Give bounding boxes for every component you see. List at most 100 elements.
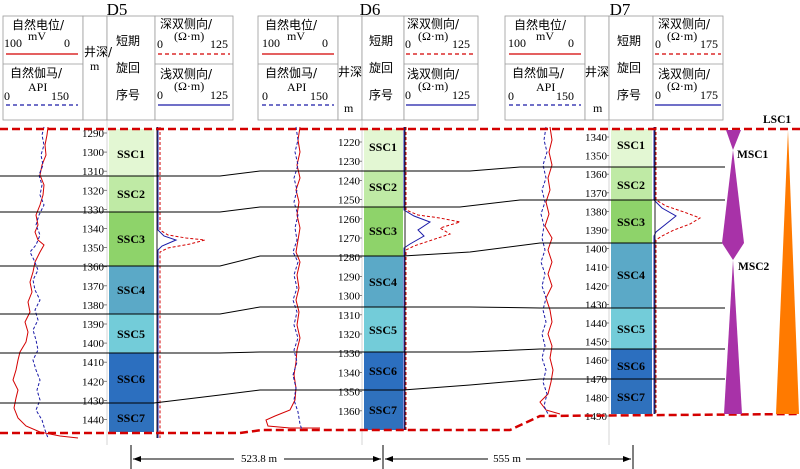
depth-tick-label: 1480 bbox=[585, 392, 608, 404]
deep-max-d7: 175 bbox=[700, 37, 718, 51]
ssc1-label-d7: SSC1 bbox=[617, 138, 645, 152]
gr-curve-d6 bbox=[292, 126, 303, 431]
depth-tick-label: 1410 bbox=[82, 357, 105, 369]
ssc4-block-d6 bbox=[364, 256, 403, 307]
lsc-triangle bbox=[776, 130, 799, 414]
ssc6-block-d6 bbox=[364, 352, 403, 390]
gr-unit-d6: API bbox=[287, 80, 306, 94]
ssc3-block-d6 bbox=[364, 207, 403, 256]
corr-ssc1-ssc2 bbox=[0, 166, 725, 177]
shallow-unit-d6: (Ω·m) bbox=[418, 79, 448, 93]
depth-tick-label: 1280 bbox=[338, 252, 361, 264]
ssc3-label-d5: SSC3 bbox=[117, 232, 145, 246]
corr-ssc5-ssc6 bbox=[0, 348, 725, 354]
depth-ticks-d6: 1220 1230 1240 1250 1260 1270 1280 1290 1300 1310… bbox=[338, 137, 362, 418]
msc-triangles: MSC1 MSC2 bbox=[722, 130, 770, 414]
gr-max-d7: 150 bbox=[556, 89, 574, 103]
shallow-title-d6: 浅双侧向/ bbox=[407, 66, 460, 81]
depth-tick-label: 1490 bbox=[585, 411, 608, 423]
deep-curve-d5 bbox=[159, 127, 206, 438]
distance-d5-d6: 523.8 m bbox=[241, 453, 278, 465]
depth-ticks-d5: 1290 1300 1310 1320 1330 1340 1350 1360 1370 1380… bbox=[82, 128, 107, 427]
depth-tick-label: 1240 bbox=[338, 175, 361, 187]
depth-tick-label: 1320 bbox=[338, 329, 361, 341]
depth-tick-label: 1400 bbox=[82, 338, 105, 350]
depth-tick-label: 1390 bbox=[82, 319, 105, 331]
cycle-title-d7-2: 旋回 bbox=[617, 61, 641, 75]
gr-min-d6: 0 bbox=[262, 89, 268, 103]
sp-min-d5: 0 bbox=[64, 36, 70, 50]
gr-max-d6: 150 bbox=[310, 89, 328, 103]
deep-unit-d5: (Ω·m) bbox=[174, 29, 204, 43]
gr-unit-d5: API bbox=[28, 80, 47, 94]
ssc5-block-d5 bbox=[109, 314, 154, 353]
depth-tick-label: 1250 bbox=[338, 195, 361, 207]
depth-tick-label: 1300 bbox=[338, 291, 361, 303]
depth-tick-label: 1430 bbox=[585, 299, 608, 311]
deep-unit-d6: (Ω·m) bbox=[418, 29, 448, 43]
depth-tick-label: 1460 bbox=[585, 355, 608, 367]
depth-title-d7: 井深 bbox=[585, 65, 609, 79]
shallow-curve-d5 bbox=[157, 127, 178, 438]
ssc2-block-d5 bbox=[109, 176, 154, 212]
sequence-boundaries bbox=[0, 127, 800, 435]
deep-unit-d7: (Ω·m) bbox=[667, 29, 697, 43]
ssc-column-d7: SSC1 SSC2 SSC3 SSC4 SSC5 SSC6 SSC7 bbox=[611, 129, 652, 414]
ssc7-block-d7 bbox=[611, 379, 652, 414]
shallow-title-d5: 浅双侧向/ bbox=[160, 66, 213, 81]
corr-ssc6-ssc7 bbox=[0, 378, 725, 404]
depth-tick-label: 1340 bbox=[82, 224, 105, 236]
ssc1-block-d6 bbox=[364, 129, 403, 171]
header-d5: 自然电位/ mV 100 0 自然伽马/ API 0 150 井深/ m 短期 … bbox=[2, 15, 234, 121]
deep-max-d5: 125 bbox=[210, 37, 228, 51]
ssc2-label-d6: SSC2 bbox=[369, 180, 397, 194]
msc2-label: MSC2 bbox=[738, 261, 770, 273]
well-title-d5: D5 bbox=[107, 0, 128, 19]
corr-ssc2-ssc3 bbox=[0, 199, 725, 213]
log-curves-d5 bbox=[12, 126, 206, 439]
distance-d6-d7: 555 m bbox=[493, 453, 521, 465]
depth-tick-label: 1430 bbox=[82, 395, 105, 407]
shallow-max-d7: 175 bbox=[700, 88, 718, 102]
depth-tick-label: 1350 bbox=[338, 387, 361, 399]
ssc7-block-d5 bbox=[109, 403, 154, 432]
msc2-triangle-up bbox=[724, 260, 742, 414]
cycle-title-d5-2: 旋回 bbox=[116, 61, 140, 75]
cycle-title-d5-1: 短期 bbox=[116, 34, 140, 48]
deep-max-d6: 125 bbox=[452, 37, 470, 51]
depth-tick-label: 1290 bbox=[82, 128, 105, 140]
sp-unit-d6: mV bbox=[287, 29, 305, 43]
ssc5-label-d6: SSC5 bbox=[369, 323, 397, 337]
depth-tick-label: 1420 bbox=[82, 376, 105, 388]
ssc6-block-d7 bbox=[611, 349, 652, 379]
sp-min-d6: 0 bbox=[322, 36, 328, 50]
depth-tick-label: 1380 bbox=[82, 300, 105, 312]
ssc-column-d6: SSC1 SSC2 SSC3 SSC4 SSC5 SSC6 SSC7 bbox=[364, 129, 403, 430]
ssc3-block-d7 bbox=[611, 200, 652, 243]
well-title-d7: D7 bbox=[610, 0, 631, 19]
ssc4-label-d5: SSC4 bbox=[117, 283, 145, 297]
ssc5-block-d6 bbox=[364, 307, 403, 352]
gr-curve-d7 bbox=[540, 126, 549, 415]
sp-title-d7: 自然电位/ bbox=[514, 17, 567, 32]
gr-title-d6: 自然伽马/ bbox=[265, 65, 318, 80]
sp-title-d5: 自然电位/ bbox=[12, 17, 65, 32]
shallow-curve-d6 bbox=[403, 127, 432, 430]
depth-tick-label: 1270 bbox=[338, 233, 361, 245]
depth-tick-label: 1340 bbox=[338, 367, 361, 379]
deep-title-d7: 深双侧向/ bbox=[658, 16, 711, 31]
depth-tick-label: 1220 bbox=[338, 137, 361, 149]
depth-tick-label: 1380 bbox=[585, 206, 608, 218]
ssc2-label-d5: SSC2 bbox=[117, 187, 145, 201]
corr-ssc3-ssc4 bbox=[0, 242, 725, 267]
ssc1-block-d7 bbox=[611, 129, 652, 167]
well-title-d6: D6 bbox=[360, 0, 381, 19]
sp-max-d6: 100 bbox=[262, 36, 280, 50]
header-d7: 自然电位/ mV 100 0 自然伽马/ API 0 150 井深 m 短期 旋… bbox=[504, 15, 724, 121]
depth-tick-label: 1390 bbox=[585, 225, 608, 237]
cycle-title-d6-3: 序号 bbox=[369, 87, 393, 102]
ssc1-label-d6: SSC1 bbox=[369, 140, 397, 154]
sp-curve-d6 bbox=[265, 126, 320, 429]
depth-tick-label: 1310 bbox=[82, 166, 105, 178]
depth-tick-label: 1300 bbox=[82, 147, 105, 159]
